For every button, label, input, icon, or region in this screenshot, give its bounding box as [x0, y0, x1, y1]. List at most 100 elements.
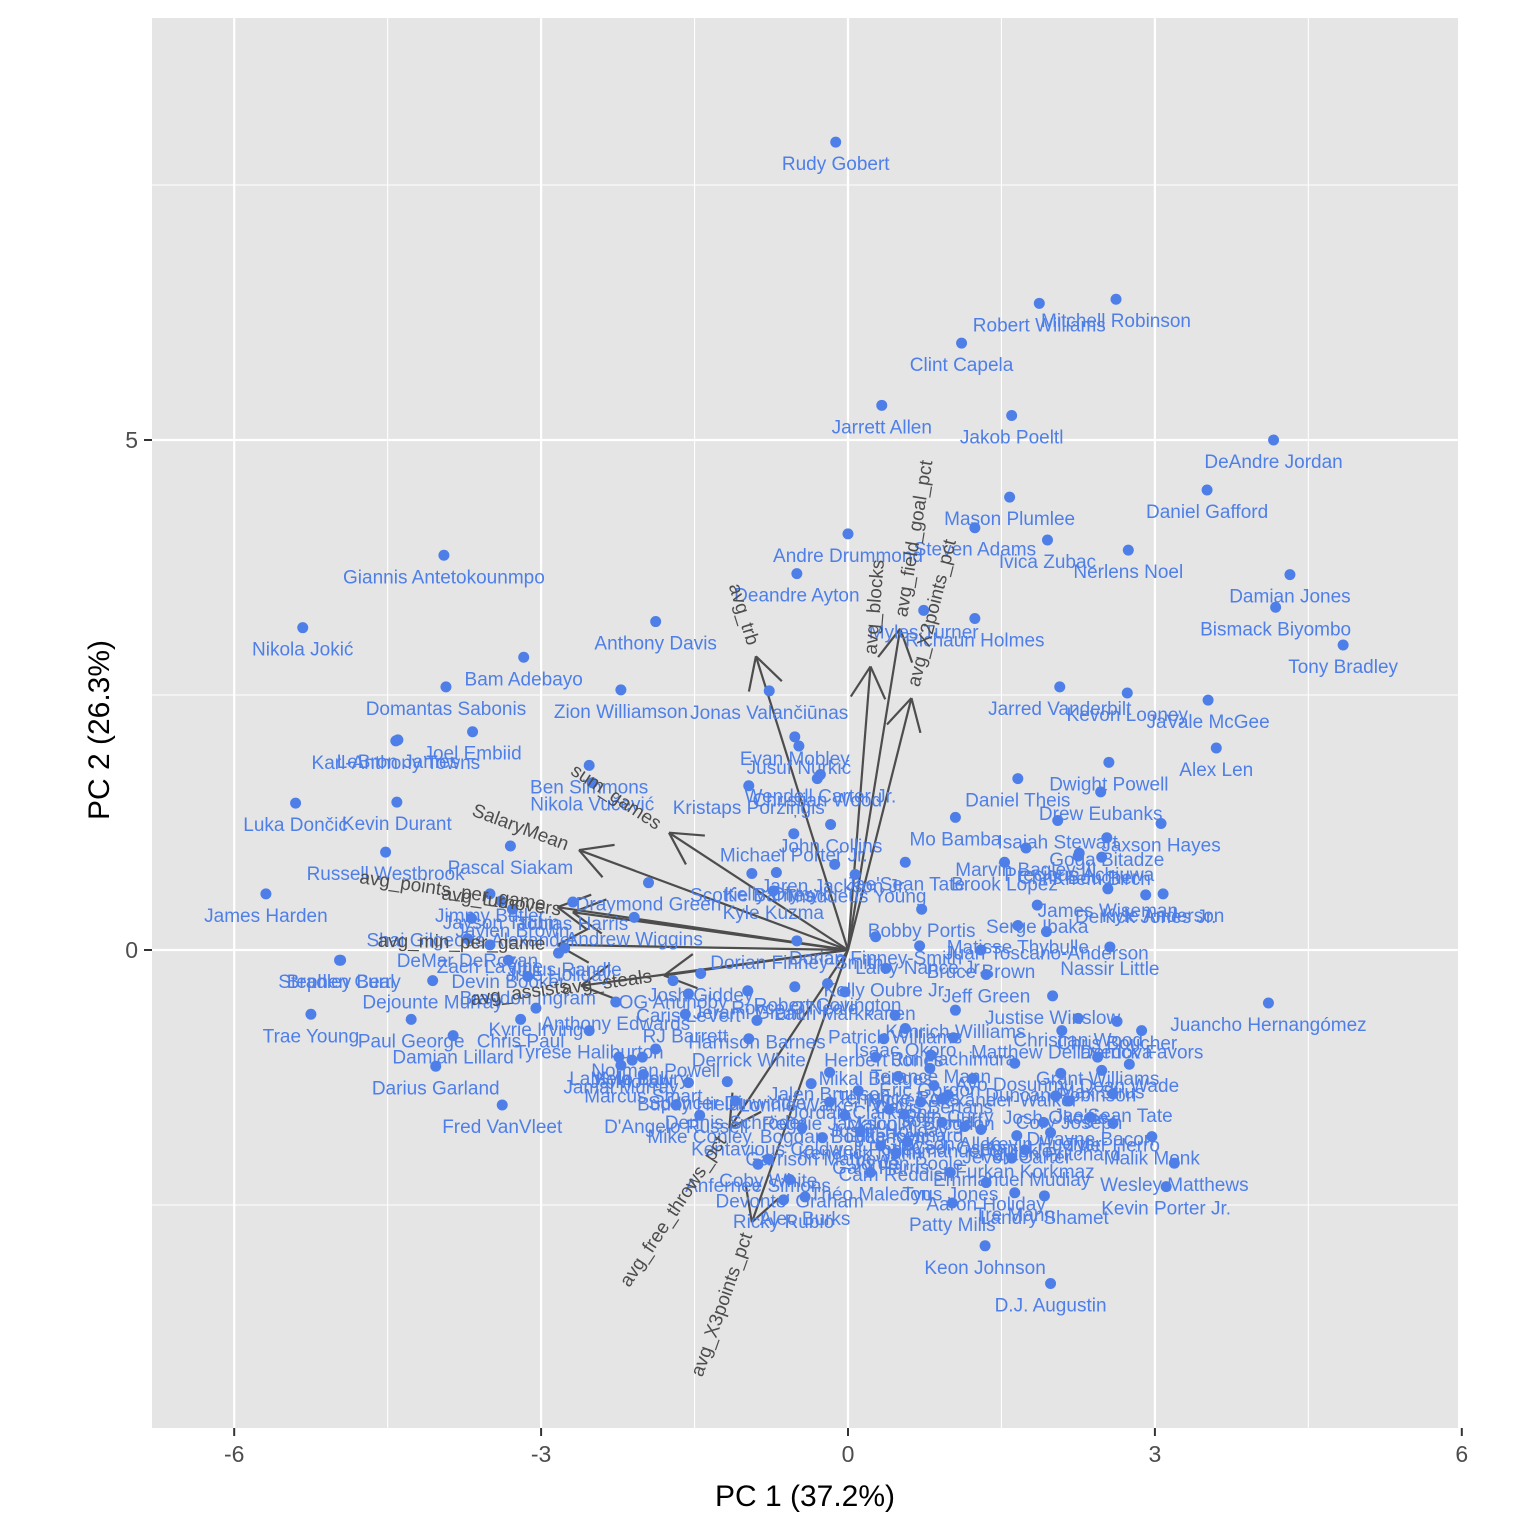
point-label: Garrison Mathews	[745, 1150, 899, 1171]
data-point	[924, 1062, 936, 1074]
point-label: Aaron Holiday	[926, 1195, 1046, 1216]
point-label: Spencer Dinwiddie	[648, 1094, 806, 1115]
data-point	[1155, 818, 1167, 830]
point-label: Jaxson Hayes	[1101, 836, 1220, 857]
x-tick-label: -6	[224, 1441, 244, 1467]
point-label: Kevin Huerter	[985, 1134, 1102, 1155]
point-label: Lonnie Walker IV	[739, 1096, 883, 1117]
point-label: Josh Hart	[901, 1111, 983, 1132]
point-label: Bradley Beal	[287, 972, 395, 993]
point-label: Emmanuel Mudiay	[933, 1170, 1091, 1191]
data-point	[1160, 1181, 1172, 1193]
data-point	[876, 399, 888, 411]
point-label: Bruce Brown	[927, 962, 1036, 983]
data-point	[870, 1051, 882, 1063]
point-label: Jonas Valančiūnas	[690, 703, 848, 724]
point-label: Ben Simmons	[530, 777, 648, 798]
data-point	[1268, 434, 1280, 446]
data-point	[784, 1174, 796, 1185]
data-point	[1041, 534, 1053, 546]
point-label: Kristaps Porziņģis	[673, 798, 825, 819]
data-point	[880, 962, 892, 974]
data-point	[899, 1023, 911, 1035]
data-point	[1012, 773, 1024, 785]
data-point	[650, 1043, 662, 1055]
data-point	[1096, 851, 1108, 863]
point-label: Isaiah Stewart	[998, 832, 1119, 853]
point-label: Ricky Rubio	[733, 1212, 834, 1233]
point-label: Tyrese Haliburton	[515, 1043, 664, 1064]
point-label: Mikal Bridges	[819, 1069, 933, 1090]
point-label: Justise Winslow	[985, 1008, 1120, 1029]
point-label: Mike Conley	[647, 1127, 752, 1148]
arrow-head	[580, 984, 615, 1000]
data-point	[956, 337, 968, 349]
data-point	[522, 971, 534, 983]
data-point	[1011, 1130, 1023, 1142]
data-point	[626, 1054, 638, 1066]
point-label: DeMar DeRozan	[397, 951, 539, 972]
data-point	[380, 846, 392, 858]
point-label: Draymond Green	[576, 895, 722, 916]
data-point	[898, 1108, 910, 1120]
data-point	[496, 1099, 508, 1111]
point-label: Andrew Wiggins	[566, 929, 703, 950]
x-tick-label: 6	[1455, 1441, 1468, 1467]
arrow-head	[668, 831, 705, 837]
data-point	[682, 1077, 694, 1089]
point-label: Cam Reddish	[839, 1165, 954, 1186]
point-label: Myles Turner	[869, 622, 979, 643]
data-point	[430, 1060, 442, 1072]
data-point	[1054, 681, 1066, 693]
point-label: Scottie Barnes	[690, 886, 814, 907]
point-label: Devin Booker	[451, 972, 566, 993]
point-label: Shai Gilgeous-Alexander	[366, 930, 577, 951]
point-label: OG Anunoby	[619, 993, 728, 1014]
data-point	[467, 726, 479, 738]
point-label: Larry Nance Jr.	[855, 958, 984, 979]
data-point	[1104, 941, 1116, 953]
data-point	[1009, 1057, 1021, 1069]
loading-arrow	[846, 697, 913, 951]
data-point	[1168, 1157, 1180, 1169]
x-tick-label: 3	[1149, 1441, 1162, 1467]
data-point	[1012, 920, 1024, 932]
point-label: Brandon Ingram	[460, 989, 596, 1010]
data-point	[805, 1078, 817, 1090]
data-point	[1103, 756, 1115, 768]
point-label: Julius Randle	[508, 960, 622, 981]
x-tick-label: -3	[531, 1441, 551, 1467]
data-point	[1102, 883, 1114, 895]
data-point	[515, 1013, 527, 1025]
data-point	[1270, 601, 1282, 613]
point-label: Bam Adebayo	[465, 669, 583, 690]
point-label: Michael Porter Jr.	[720, 846, 868, 867]
arrow-label: avg_min_per_game	[377, 931, 545, 955]
point-label: Derrick White	[692, 1051, 806, 1072]
data-point	[767, 885, 779, 897]
point-label: Daniel Gafford	[1146, 502, 1268, 523]
y-tick-label: 0	[125, 937, 138, 963]
point-label: Dennis Schröder	[665, 1113, 807, 1134]
data-point	[1019, 1144, 1031, 1156]
data-point	[1136, 1025, 1148, 1037]
point-label: Jaren Jackson Jr.	[761, 876, 909, 897]
point-label: D'Angelo Russell	[604, 1117, 748, 1138]
data-point	[842, 528, 854, 540]
loading-arrow	[557, 943, 849, 952]
data-point	[816, 1132, 828, 1144]
point-label: Kentavious Caldwell-Pope	[691, 1139, 913, 1160]
data-point	[778, 1194, 790, 1206]
data-point	[506, 903, 518, 915]
data-point	[829, 858, 841, 870]
data-point	[854, 1126, 866, 1138]
data-point	[889, 1009, 901, 1021]
point-label: Kevon Looney	[1067, 705, 1189, 726]
data-point	[915, 1096, 927, 1108]
data-point	[1072, 1012, 1084, 1024]
point-label: Stephen Curry	[278, 972, 401, 993]
data-point	[793, 740, 805, 752]
arrow-head	[668, 832, 687, 865]
data-point	[637, 1068, 649, 1080]
